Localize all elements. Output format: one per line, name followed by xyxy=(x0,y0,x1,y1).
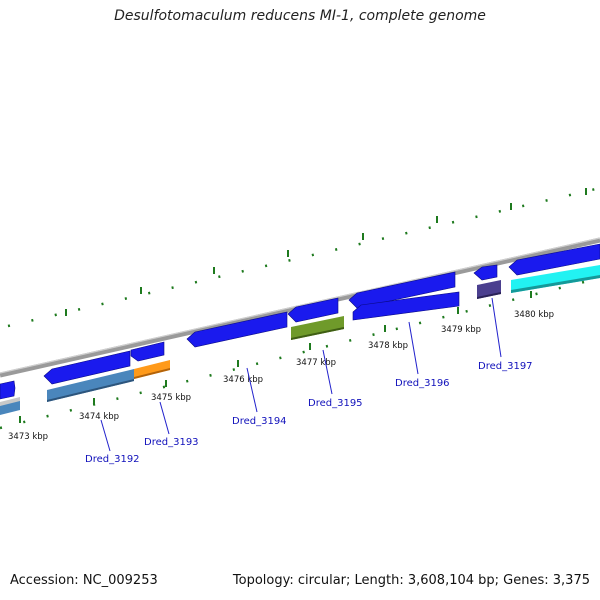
tick-label-3473: 3473 kbp xyxy=(8,432,48,442)
gene-arrow-dred-3196[interactable] xyxy=(348,271,456,309)
feature-bar-grey-edge[interactable] xyxy=(0,397,20,406)
gene-label-dred-3197[interactable]: Dred_3197 xyxy=(478,361,533,372)
gene-arrow-3191[interactable] xyxy=(0,380,16,400)
gene-label-leaders xyxy=(100,297,502,452)
accession-text: Accession: NC_009253 xyxy=(10,573,158,588)
feature-bar-purple-shadow xyxy=(477,292,501,299)
gene-label-dred-3196[interactable]: Dred_3196 xyxy=(395,378,450,389)
gene-arrow-dred-3195[interactable] xyxy=(287,297,339,323)
leader-dred-3194 xyxy=(246,367,258,413)
leader-dred-3197 xyxy=(491,297,502,358)
tick-label-3479: 3479 kbp xyxy=(441,325,481,335)
tick-label-3474: 3474 kbp xyxy=(79,412,119,422)
feature-bar-steelblue[interactable] xyxy=(47,369,134,402)
leader-dred-3196 xyxy=(408,321,419,375)
tick-label-3478: 3478 kbp xyxy=(368,341,408,351)
leader-dred-3192 xyxy=(100,419,111,452)
position-labels: 3473 kbp 3474 kbp 3475 kbp 3476 kbp 3477… xyxy=(8,310,554,442)
gene-label-dred-3193[interactable]: Dred_3193 xyxy=(144,437,199,448)
genome-title: Desulfotomaculum reducens MI-1, complete… xyxy=(114,8,486,24)
gene-arrow-dred-3194[interactable] xyxy=(186,311,288,348)
leader-dred-3195 xyxy=(322,349,333,395)
tick-label-3480: 3480 kbp xyxy=(514,310,554,320)
feature-bar-olive-shadow xyxy=(291,327,344,340)
outer-tick-row xyxy=(7,186,600,328)
leader-dred-3193 xyxy=(159,401,170,435)
gene-arrow-dred-3193[interactable] xyxy=(130,341,165,362)
feature-bars xyxy=(0,265,600,415)
tick-label-3476: 3476 kbp xyxy=(223,375,263,385)
feature-bar-cyan[interactable] xyxy=(511,265,600,293)
gene-label-dred-3192[interactable]: Dred_3192 xyxy=(85,454,140,465)
tick-label-3477: 3477 kbp xyxy=(296,358,336,368)
gene-arrow-3198[interactable] xyxy=(508,243,600,276)
gene-arrow-dred-3197[interactable] xyxy=(473,264,498,281)
feature-bar-orange-shadow xyxy=(134,368,170,379)
gene-arrow-dred-3192[interactable] xyxy=(43,350,131,385)
genome-summary-text: Topology: circular; Length: 3,608,104 bp… xyxy=(232,573,590,588)
gene-label-dred-3194[interactable]: Dred_3194 xyxy=(232,416,287,427)
feature-bar-cyan-shadow xyxy=(511,275,600,293)
feature-bar-blue-3196[interactable] xyxy=(352,291,460,321)
forward-strand-genes xyxy=(0,243,600,400)
backbone-highlight xyxy=(0,237,600,374)
feature-bar-olive[interactable] xyxy=(291,316,344,340)
feature-bar-steelblue-shadow xyxy=(47,379,134,402)
feature-bar-orange[interactable] xyxy=(134,360,170,379)
tick-label-3475: 3475 kbp xyxy=(151,393,191,403)
gene-labels: Dred_3192 Dred_3193 Dred_3194 Dred_3195 … xyxy=(85,361,533,465)
gene-label-dred-3195[interactable]: Dred_3195 xyxy=(308,398,363,409)
inner-tick-row xyxy=(0,276,600,430)
